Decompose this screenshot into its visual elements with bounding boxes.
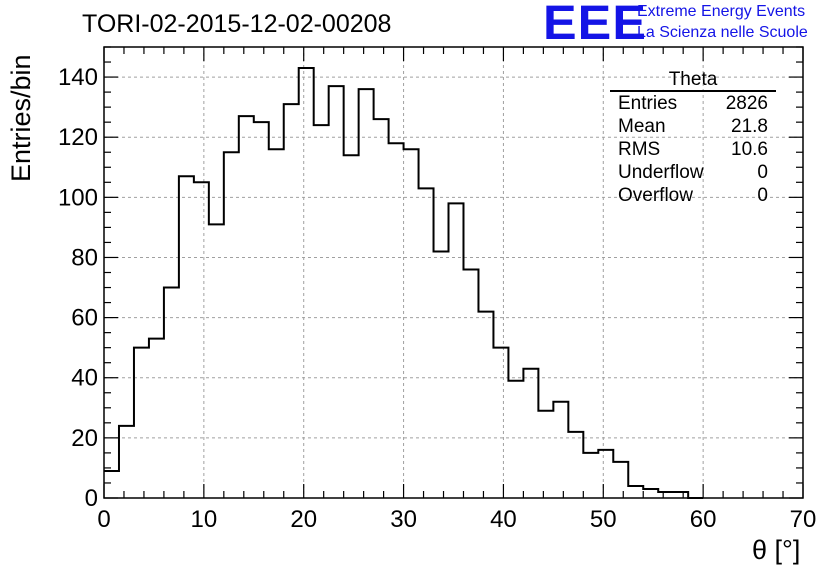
x-tick-label: 20 xyxy=(290,506,317,533)
x-tick-label: 50 xyxy=(590,506,617,533)
y-axis-label: Entries/bin xyxy=(6,54,36,182)
histogram-bin xyxy=(299,68,314,498)
stats-value: 0 xyxy=(757,162,768,183)
stats-box: Theta Entries 2826 Mean 21.8 RMS 10.6 Un… xyxy=(610,70,776,207)
histogram-bin xyxy=(374,119,389,498)
stats-row-mean: Mean 21.8 xyxy=(610,115,776,138)
histogram-bin xyxy=(478,312,493,498)
x-tick-label: 70 xyxy=(790,506,817,533)
stats-label: Overflow xyxy=(618,185,693,206)
histogram-series xyxy=(104,67,704,499)
histogram-line xyxy=(104,67,704,499)
histogram-bin xyxy=(344,155,359,498)
histogram-bin xyxy=(119,426,134,498)
histogram-bin xyxy=(164,288,179,498)
histogram-bin xyxy=(419,188,434,498)
tick-labels: 0 10 20 30 40 50 60 70 0 20 40 60 80 100 120 140 xyxy=(58,64,816,533)
histogram-bin xyxy=(613,462,628,498)
grid-lines xyxy=(104,47,803,498)
stats-label: RMS xyxy=(618,139,661,160)
stats-value: 2826 xyxy=(725,93,768,114)
histogram-bin xyxy=(463,269,478,498)
y-tick-label: 0 xyxy=(85,485,98,512)
histogram-bin xyxy=(224,152,239,498)
eee-logo-line1: Extreme Energy Events xyxy=(637,3,806,20)
x-tick-label: 10 xyxy=(191,506,218,533)
histogram-bin xyxy=(658,492,673,498)
x-tick-label: 0 xyxy=(97,506,110,533)
y-tick-label: 100 xyxy=(58,184,98,211)
histogram-bin xyxy=(194,182,209,498)
stats-value: 0 xyxy=(757,185,768,206)
histogram-bin xyxy=(643,489,658,498)
histogram-bin xyxy=(314,125,329,498)
y-tick-label: 40 xyxy=(71,365,98,392)
x-tick-label: 30 xyxy=(390,506,417,533)
histogram-bin xyxy=(568,432,583,498)
histogram-bin xyxy=(508,381,523,498)
eee-logo: EEE xyxy=(543,0,647,50)
histogram-bin xyxy=(493,348,508,498)
stats-row-entries: Entries 2826 xyxy=(610,92,776,115)
chart-title: TORI-02-2015-12-02-00208 xyxy=(82,10,392,38)
y-tick-label: 60 xyxy=(71,305,98,332)
stats-value: 21.8 xyxy=(731,116,768,137)
histogram-bin xyxy=(434,251,449,498)
histogram-bin xyxy=(134,348,149,498)
stats-value: 10.6 xyxy=(731,139,768,160)
histogram-bin xyxy=(269,149,284,498)
histogram-bin xyxy=(254,122,269,498)
x-tick-label: 40 xyxy=(490,506,517,533)
stats-label: Mean xyxy=(618,116,666,137)
stats-title: Theta xyxy=(610,70,776,92)
histogram-bin xyxy=(284,104,299,498)
tick-marks xyxy=(103,46,804,499)
histogram-bin xyxy=(553,402,568,498)
histogram-bin xyxy=(104,471,119,498)
stats-row-rms: RMS 10.6 xyxy=(610,138,776,161)
histogram-bin xyxy=(329,86,344,498)
histogram-bin xyxy=(179,176,194,498)
histogram-bin xyxy=(149,339,164,498)
y-tick-label: 120 xyxy=(58,124,98,151)
x-tick-label: 60 xyxy=(690,506,717,533)
y-tick-label: 140 xyxy=(58,64,98,91)
histogram-bin xyxy=(389,143,404,498)
histogram-bin xyxy=(209,224,224,498)
y-tick-label: 80 xyxy=(71,244,98,271)
histogram-bin xyxy=(598,450,613,498)
histogram-bin xyxy=(673,492,688,498)
stats-row-overflow: Overflow 0 xyxy=(610,184,776,207)
histogram-bin xyxy=(404,149,419,498)
stats-row-underflow: Underflow 0 xyxy=(610,161,776,184)
stats-label: Underflow xyxy=(618,162,704,183)
eee-logo-line2: La Scienza nelle Scuole xyxy=(637,24,808,41)
histogram-bin xyxy=(628,486,643,498)
histogram-bin xyxy=(359,89,374,498)
histogram-bin xyxy=(523,369,538,498)
histogram-bin xyxy=(239,116,254,498)
y-tick-label: 20 xyxy=(71,425,98,452)
x-axis-label: θ [°] xyxy=(752,535,801,565)
histogram-bin xyxy=(583,453,598,498)
stats-label: Entries xyxy=(618,93,678,114)
histogram-bin xyxy=(538,411,553,498)
histogram-bin xyxy=(449,203,464,498)
